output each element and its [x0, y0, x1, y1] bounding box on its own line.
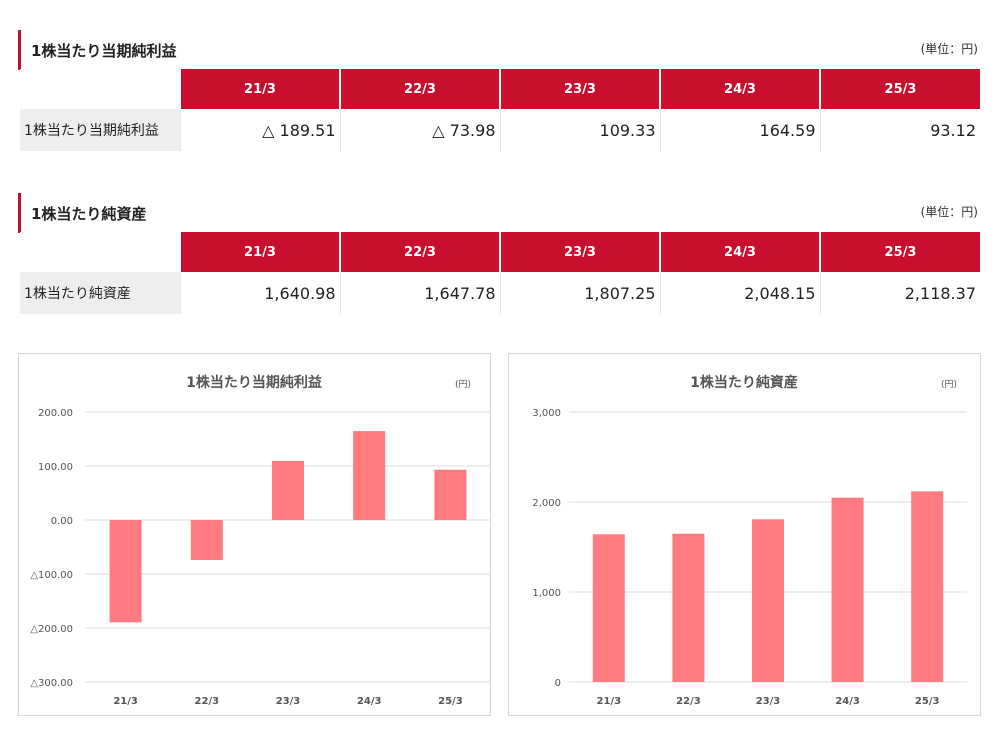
- bps-header-year: 22/3: [339, 232, 500, 272]
- bps-value-cell: 1,807.25: [499, 272, 660, 314]
- y-tick-label: 0: [555, 678, 561, 689]
- chart-unit-label: (円): [455, 379, 471, 390]
- x-tick-label: 22/3: [195, 696, 220, 707]
- bar: [592, 534, 625, 682]
- y-tick-label: 100.00: [38, 462, 73, 473]
- eps-value-cell: 164.59: [659, 109, 820, 151]
- eps-value-cell: 109.33: [499, 109, 660, 151]
- bps-header-blank: [20, 232, 180, 272]
- eps-table: 21/3 22/3 23/3 24/3 25/3 1株当たり当期純利益 △ 18…: [20, 69, 980, 151]
- eps-unit-label: (単位：円): [920, 42, 978, 56]
- bps-value-cell: 1,640.98: [179, 272, 340, 314]
- bps-section-header: 1株当たり純資産 (単位：円): [18, 193, 980, 233]
- bar: [672, 533, 705, 682]
- bps-header-year: 23/3: [499, 232, 660, 272]
- x-tick-label: 24/3: [835, 696, 860, 707]
- y-tick-label: △300.00: [30, 678, 73, 689]
- eps-chart: 1株当たり当期純利益 (円) 200.00 100.00 0.00 △100.00 △200…: [30, 374, 491, 707]
- eps-header-year: 25/3: [819, 69, 980, 109]
- x-tick-label: 22/3: [676, 696, 701, 707]
- eps-table-row: 1株当たり当期純利益 △ 189.51 △ 73.98 109.33 164.5…: [20, 109, 980, 151]
- bps-value-cell: 2,118.37: [819, 272, 980, 314]
- x-tick-label: 21/3: [113, 696, 138, 707]
- bps-value-cell: 2,048.15: [659, 272, 820, 314]
- x-tick-label: 23/3: [756, 696, 781, 707]
- bar: [109, 520, 142, 623]
- bps-value-cell: 1,647.78: [339, 272, 500, 314]
- bar: [911, 491, 944, 682]
- x-tick-label: 23/3: [276, 696, 301, 707]
- bps-row-label: 1株当たり純資産: [20, 272, 180, 314]
- bps-header-year: 24/3: [659, 232, 820, 272]
- bps-unit-label: (単位：円): [920, 205, 978, 219]
- bps-section-title: 1株当たり純資産: [31, 205, 147, 223]
- x-tick-label: 24/3: [357, 696, 382, 707]
- y-tick-label: △100.00: [30, 570, 73, 581]
- y-tick-label: 0.00: [51, 516, 73, 527]
- bar: [272, 460, 304, 520]
- eps-section-title: 1株当たり当期純利益: [31, 42, 177, 60]
- bar: [434, 469, 467, 520]
- bar: [752, 519, 784, 682]
- bar: [190, 520, 223, 560]
- bps-header-year: 25/3: [819, 232, 980, 272]
- eps-chart-panel: 1株当たり当期純利益 (円) 200.00 100.00 0.00 △100.00 △200…: [18, 353, 491, 716]
- y-tick-label: 2,000: [532, 498, 561, 509]
- bar: [831, 497, 864, 682]
- bps-chart-panel: 1株当たり純資産 (円) 3,000 2,000 1,000 0 21/3 22/3 23/3 2…: [508, 353, 981, 716]
- bps-header-year: 21/3: [179, 232, 340, 272]
- eps-value-cell: 93.12: [819, 109, 980, 151]
- eps-header-year: 23/3: [499, 69, 660, 109]
- y-tick-label: 200.00: [38, 408, 73, 419]
- chart-unit-label: (円): [941, 379, 957, 390]
- bps-table-row: 1株当たり純資産 1,640.98 1,647.78 1,807.25 2,04…: [20, 272, 980, 314]
- bar: [353, 431, 386, 520]
- chart-title: 1株当たり当期純利益: [186, 374, 322, 391]
- y-tick-label: △200.00: [30, 624, 73, 635]
- x-tick-label: 21/3: [597, 696, 622, 707]
- chart-title: 1株当たり純資産: [690, 374, 798, 391]
- eps-header-year: 24/3: [659, 69, 820, 109]
- bps-table-header-row: 21/3 22/3 23/3 24/3 25/3: [20, 232, 980, 272]
- eps-table-header-row: 21/3 22/3 23/3 24/3 25/3: [20, 69, 980, 109]
- eps-row-label: 1株当たり当期純利益: [20, 109, 180, 151]
- eps-header-blank: [20, 69, 180, 109]
- x-tick-label: 25/3: [915, 696, 940, 707]
- bps-chart: 1株当たり純資産 (円) 3,000 2,000 1,000 0 21/3 22/3 23/3 2…: [532, 374, 967, 707]
- eps-value-cell: △ 189.51: [179, 109, 340, 151]
- y-tick-label: 1,000: [532, 588, 561, 599]
- bps-table: 21/3 22/3 23/3 24/3 25/3 1株当たり純資産 1,640.…: [20, 232, 980, 314]
- eps-header-year: 21/3: [179, 69, 340, 109]
- eps-value-cell: △ 73.98: [339, 109, 500, 151]
- eps-section-header: 1株当たり当期純利益 (単位：円): [18, 30, 980, 70]
- eps-header-year: 22/3: [339, 69, 500, 109]
- x-tick-label: 25/3: [438, 696, 463, 707]
- y-tick-label: 3,000: [532, 408, 561, 419]
